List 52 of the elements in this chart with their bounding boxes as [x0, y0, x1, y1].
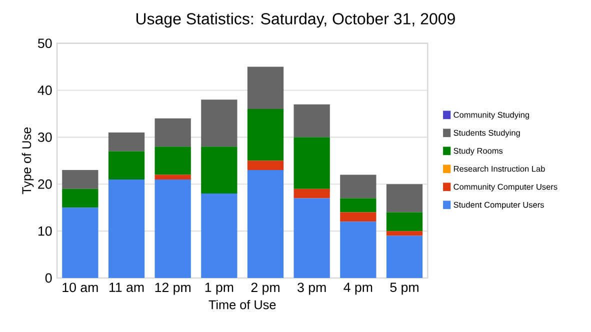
y-axis-title: Type of Use [22, 127, 34, 194]
bar [154, 179, 191, 278]
bar [154, 118, 191, 147]
bar [154, 174, 191, 180]
bar [108, 151, 145, 180]
bar [386, 231, 423, 236]
bar [247, 66, 284, 110]
bar [247, 160, 284, 170]
x-tick-label: 5 pm [390, 282, 418, 295]
x-tick-label: 2 pm [251, 282, 280, 295]
bar [62, 188, 98, 208]
y-tick-label: 30 [38, 132, 52, 142]
y-tick-label: 50 [38, 38, 52, 48]
bar [340, 222, 376, 278]
bar [201, 146, 238, 194]
bar [340, 212, 376, 222]
x-tick-label: 11 am [109, 282, 144, 292]
legend-label: Research Instruction Lab [454, 166, 545, 172]
bar [294, 104, 330, 138]
chart-title: Usage Statistics: Saturday, October 31, 2009 [136, 12, 455, 28]
bar [62, 170, 98, 189]
bar [108, 179, 145, 278]
y-tick-label: 0 [45, 273, 52, 283]
bar [294, 188, 330, 198]
x-tick-label: 1 pm [205, 282, 234, 295]
bar [108, 132, 145, 152]
y-tick-label: 20 [38, 179, 52, 189]
x-tick-label: 4 pm [344, 282, 372, 295]
legend-label: Student Computer Users [454, 202, 544, 210]
bar [247, 170, 284, 278]
bar [247, 109, 284, 161]
bar [294, 198, 330, 278]
legend-label: Students Studying [454, 130, 520, 138]
bar [340, 174, 376, 198]
bar [201, 194, 238, 278]
bar [340, 198, 376, 212]
bar [386, 184, 423, 212]
legend-label: Community Studying [454, 112, 530, 120]
legend-label: Study Rooms [454, 148, 503, 156]
y-tick-label: 10 [38, 226, 52, 236]
bar [201, 100, 238, 147]
x-tick-label: 3 pm [298, 282, 326, 295]
bar [386, 236, 423, 278]
bar [62, 208, 98, 278]
x-axis-title: Time of Use [208, 300, 276, 310]
bar [154, 146, 191, 175]
bar [386, 212, 423, 232]
x-tick-label: 12 pm [155, 282, 190, 295]
bar [294, 137, 330, 189]
legend-label: Community Computer Users [454, 184, 558, 192]
x-tick-label: 10 am [62, 282, 98, 292]
y-tick-label: 40 [38, 86, 52, 95]
